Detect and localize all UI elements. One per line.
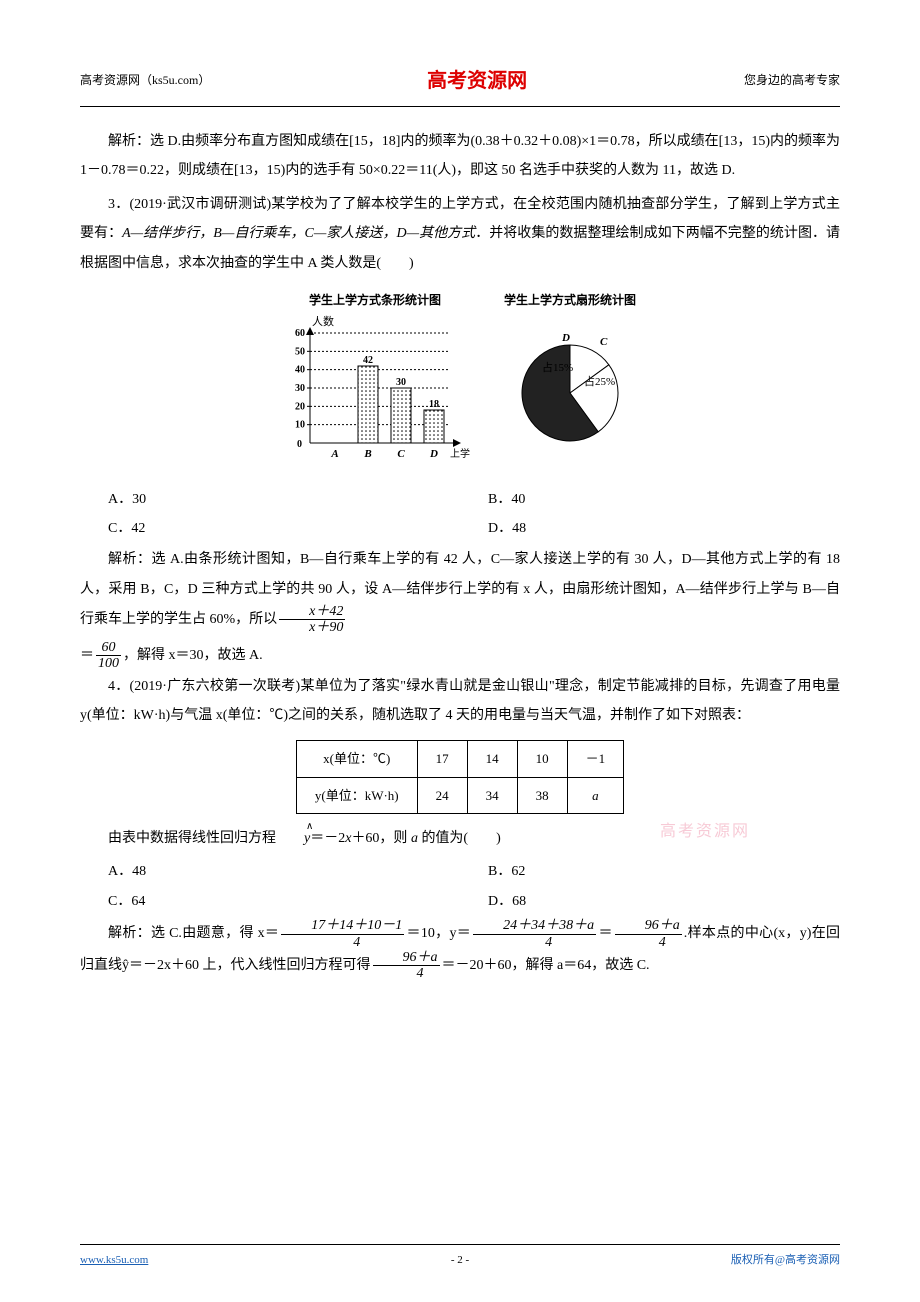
q3-opt-a: A．30	[80, 485, 460, 514]
q3-frac2: 60100	[96, 640, 121, 672]
q3-modes: A—结伴步行，B—自行乘车，C—家人接送，D—其他方式	[122, 226, 475, 241]
q4-frac4: 96＋a4	[373, 950, 440, 982]
pie-chart-title: 学生上学方式扇形统计图	[500, 288, 640, 313]
svg-text:D: D	[429, 448, 438, 460]
q4-frac1: 17＋14＋10－14	[281, 918, 404, 950]
svg-text:C: C	[397, 448, 405, 460]
q3-figures: 学生上学方式条形统计图 人数 0 10 20 30 40 50 60	[80, 288, 840, 475]
q4-opt-c: C．64	[80, 887, 460, 916]
table-row-header: x(单位：℃) 17 14 10 －1	[296, 741, 623, 777]
bar-ylabel: 人数	[312, 315, 334, 328]
svg-text:占25%: 占25%	[584, 374, 615, 388]
q4-opt-a: A．48	[80, 857, 460, 886]
svg-text:A: A	[330, 448, 338, 460]
q4-options: A．48 B．62 C．64 D．68	[80, 857, 840, 916]
svg-text:50: 50	[295, 346, 305, 357]
page-number: - 2 -	[451, 1254, 469, 1266]
svg-text:20: 20	[295, 401, 305, 412]
q4-frac2: 24＋34＋38＋a4	[473, 918, 596, 950]
svg-text:C: C	[600, 336, 608, 348]
q3-opt-b: B．40	[460, 485, 840, 514]
q4-opt-d: D．68	[460, 887, 840, 916]
q3-text: 3．(2019·武汉市调研测试)某学校为了了解本校学生的上学方式，在全校范围内随…	[80, 190, 840, 278]
svg-text:B: B	[363, 448, 371, 460]
svg-text:10: 10	[295, 420, 305, 431]
q2-solution: 解析：选 D.由频率分布直方图知成绩在[15，18]内的频率为(0.38＋0.3…	[80, 127, 840, 186]
q4-solution: 解析：选 C.由题意，得 x＝17＋14＋10－14＝10，y＝24＋34＋38…	[80, 918, 840, 982]
q3-sol-text1: 解析：选 A.由条形统计图知，B—自行乘车上学的有 42 人，C—家人接送上学的…	[80, 552, 840, 627]
watermark: 高考资源网	[660, 815, 750, 849]
svg-text:60: 60	[295, 328, 305, 339]
q3-options: A．30 B．40 C．42 D．48	[80, 485, 840, 544]
page-header: 高考资源网（ks5u.com） 高考资源网 您身边的高考专家	[80, 60, 840, 107]
page-content: 解析：选 D.由频率分布直方图知成绩在[15，18]内的频率为(0.38＋0.3…	[80, 127, 840, 982]
bar-chart-svg: 人数 0 102030405060 A42B30C18D 上	[280, 313, 470, 463]
q4-frac3: 96＋a4	[615, 918, 682, 950]
svg-text:30: 30	[396, 377, 406, 388]
page-footer: www.ks5u.com - 2 - 版权所有@高考资源网	[80, 1244, 840, 1272]
svg-text:0: 0	[297, 439, 302, 450]
table-row: y(单位：kW·h) 24 34 38 a	[296, 777, 623, 813]
header-right: 您身边的高考专家	[744, 68, 840, 93]
svg-text:42: 42	[363, 355, 373, 366]
q4-text: 4．(2019·广东六校第一次联考)某单位为了落实"绿水青山就是金山银山"理念，…	[80, 672, 840, 731]
q3-sol-text2: ，解得 x＝30，故选 A.	[123, 648, 263, 663]
svg-text:D: D	[561, 332, 570, 344]
bar-xlabel: 上学方式	[450, 447, 470, 460]
q4-table: x(单位：℃) 17 14 10 －1 y(单位：kW·h) 24 34 38 …	[296, 740, 624, 814]
svg-text:30: 30	[295, 383, 305, 394]
footer-url[interactable]: www.ks5u.com	[80, 1249, 148, 1272]
q3-solution: 解析：选 A.由条形统计图知，B—自行乘车上学的有 42 人，C—家人接送上学的…	[80, 545, 840, 636]
pie-chart-svg: D 占15% C 占25%	[500, 313, 640, 463]
header-logo-text: 高考资源网	[427, 60, 527, 102]
header-left: 高考资源网（ks5u.com）	[80, 68, 210, 93]
svg-text:占15%: 占15%	[542, 360, 573, 374]
bar-chart: 学生上学方式条形统计图 人数 0 10 20 30 40 50 60	[280, 288, 470, 475]
q3-solution-line2: ＝60100，解得 x＝30，故选 A.	[80, 640, 840, 672]
q3-opt-c: C．42	[80, 514, 460, 543]
bar-chart-title: 学生上学方式条形统计图	[280, 288, 470, 313]
pie-chart: 学生上学方式扇形统计图 D 占15% C 占25%	[500, 288, 640, 475]
svg-text:18: 18	[429, 399, 439, 410]
q3-opt-d: D．48	[460, 514, 840, 543]
q3-frac1: x＋42x＋90	[279, 604, 345, 636]
svg-text:40: 40	[295, 365, 305, 376]
footer-copyright: 版权所有@高考资源网	[731, 1249, 840, 1272]
q4-opt-b: B．62	[460, 857, 840, 886]
